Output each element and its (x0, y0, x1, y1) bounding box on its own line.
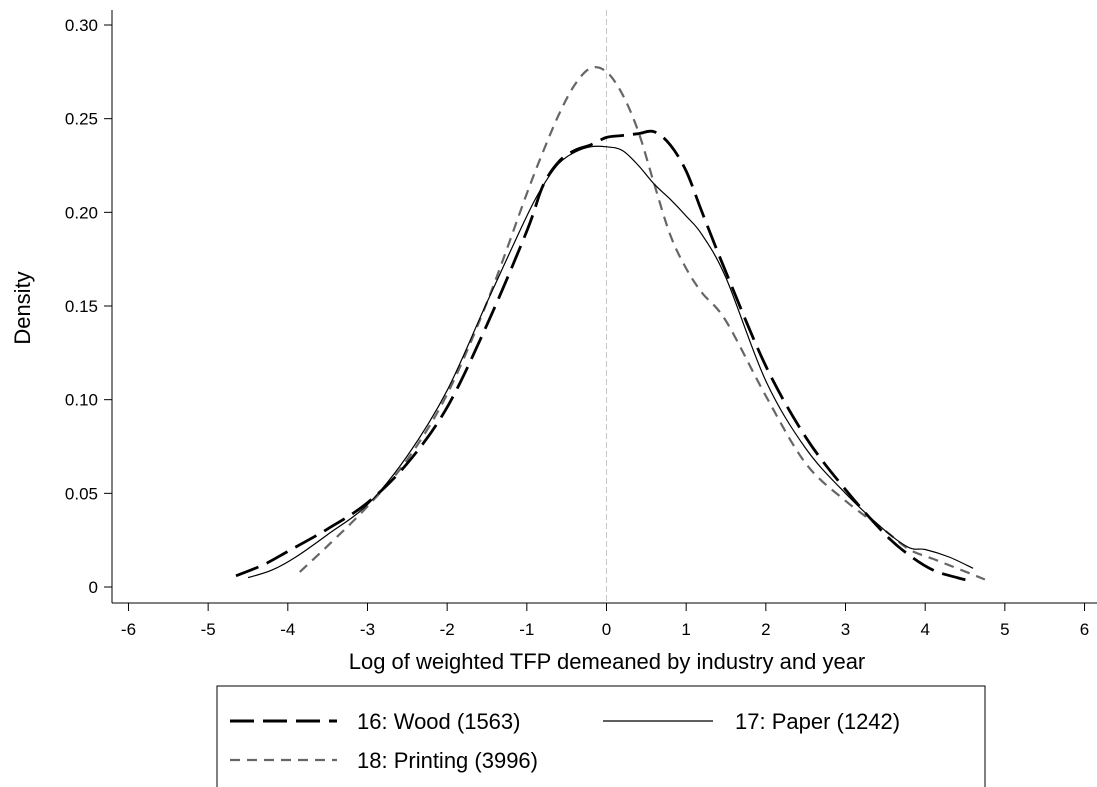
y-axis-title: Density (10, 271, 35, 344)
x-tick-label: 5 (1000, 620, 1009, 639)
y-tick-label: 0.05 (65, 484, 98, 503)
x-tick-label: -6 (121, 620, 136, 639)
legend-label-wood: 16: Wood (1563) (357, 709, 520, 734)
series-line-printing (299, 66, 986, 581)
x-tick-label: -5 (201, 620, 216, 639)
legend-box (216, 685, 986, 787)
x-tick-label: 2 (761, 620, 770, 639)
x-tick-label: 4 (920, 620, 929, 639)
x-axis-title: Log of weighted TFP demeaned by industry… (349, 649, 866, 674)
y-tick-label: 0.15 (65, 297, 98, 316)
series-layer (235, 66, 986, 583)
series-line-paper (247, 145, 974, 579)
x-tick-label: 6 (1080, 620, 1089, 639)
axes-layer: 0 0.05 0.10 0.15 0.20 0.25 0.30 -6 -5 -4 -3 -2 -1 0 1 2… (65, 10, 1097, 639)
y-tick-label: 0 (89, 578, 98, 597)
legend: 16: Wood (1563) 17: Paper (1242) 18: Pri… (216, 685, 986, 787)
legend-label-paper: 17: Paper (1242) (735, 709, 900, 734)
x-tick-label: -4 (280, 620, 295, 639)
y-tick-label: 0.20 (65, 203, 98, 222)
x-tick-label: 0 (602, 620, 611, 639)
y-tick-label: 0.25 (65, 110, 98, 129)
y-tick-label: 0.30 (65, 16, 98, 35)
series-line-wood (235, 129, 974, 583)
x-tick-label: -2 (440, 620, 455, 639)
x-tick-label: -3 (360, 620, 375, 639)
x-tick-label: -1 (519, 620, 534, 639)
x-tick-label: 1 (681, 620, 690, 639)
x-tick-label: 3 (841, 620, 850, 639)
legend-label-printing: 18: Printing (3996) (357, 748, 538, 773)
y-tick-label: 0.10 (65, 391, 98, 410)
